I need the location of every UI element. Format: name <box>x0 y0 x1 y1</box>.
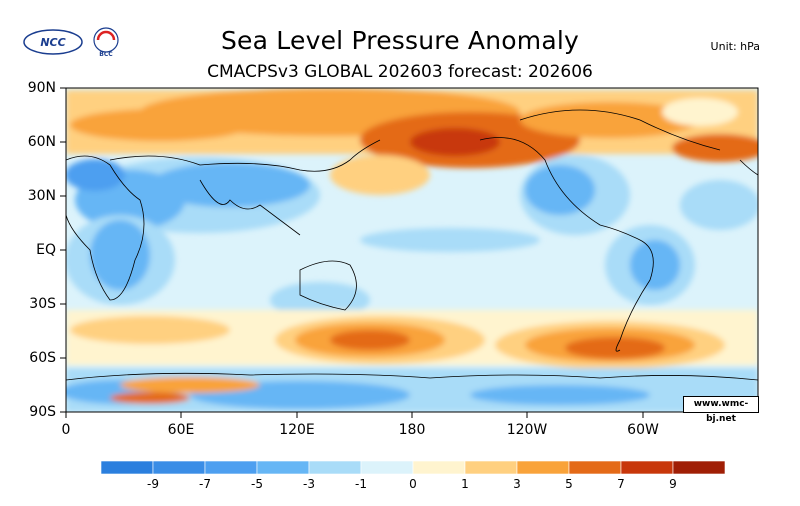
svg-text:BCC: BCC <box>99 51 113 58</box>
colorbar <box>100 460 726 475</box>
colorbar-label: 3 <box>513 477 521 491</box>
colorbar-swatch <box>100 460 154 475</box>
lon-label: 60W <box>627 422 659 438</box>
colorbar-swatch <box>516 460 570 475</box>
colorbar-label: 7 <box>617 477 625 491</box>
colorbar-label: -5 <box>251 477 263 491</box>
lon-label: 60E <box>167 422 195 438</box>
lat-label: EQ <box>36 242 56 258</box>
lon-label: 120W <box>506 422 548 438</box>
lat-label: 30N <box>27 188 56 204</box>
colorbar-swatch <box>360 460 414 475</box>
bcc-logo: BCC <box>88 26 124 62</box>
lat-label: 90S <box>29 404 56 420</box>
colorbar-label: 0 <box>409 477 417 491</box>
lon-label: 0 <box>61 422 71 438</box>
lat-label: 60N <box>27 134 56 150</box>
ncc-logo: NCC <box>22 26 84 60</box>
lon-label: 180 <box>398 422 426 438</box>
lon-label: 120E <box>279 422 315 438</box>
colorbar-label: -3 <box>303 477 315 491</box>
lat-label: 60S <box>29 350 56 366</box>
colorbar-swatch <box>568 460 622 475</box>
colorbar-swatch <box>620 460 674 475</box>
lat-label: 30S <box>29 296 56 312</box>
colorbar-label: 1 <box>461 477 469 491</box>
colorbar-swatch <box>308 460 362 475</box>
lat-label: 90N <box>27 80 56 96</box>
colorbar-label: 5 <box>565 477 573 491</box>
colorbar-label: -1 <box>355 477 367 491</box>
colorbar-swatch <box>464 460 518 475</box>
map-subtitle: CMACPSv3 GLOBAL 202603 forecast: 202606 <box>207 62 593 82</box>
colorbar-swatch <box>412 460 466 475</box>
colorbar-label: -7 <box>199 477 211 491</box>
colorbar-label: 9 <box>669 477 677 491</box>
map-title: Sea Level Pressure Anomaly <box>220 26 579 55</box>
watermark: www.wmc-bj.net <box>683 396 759 424</box>
colorbar-swatch <box>152 460 206 475</box>
colorbar-label: -9 <box>147 477 159 491</box>
colorbar-swatch <box>256 460 310 475</box>
colorbar-swatch <box>204 460 258 475</box>
colorbar-swatch <box>672 460 726 475</box>
svg-text:NCC: NCC <box>40 36 65 49</box>
unit-label: Unit: hPa <box>710 40 760 53</box>
